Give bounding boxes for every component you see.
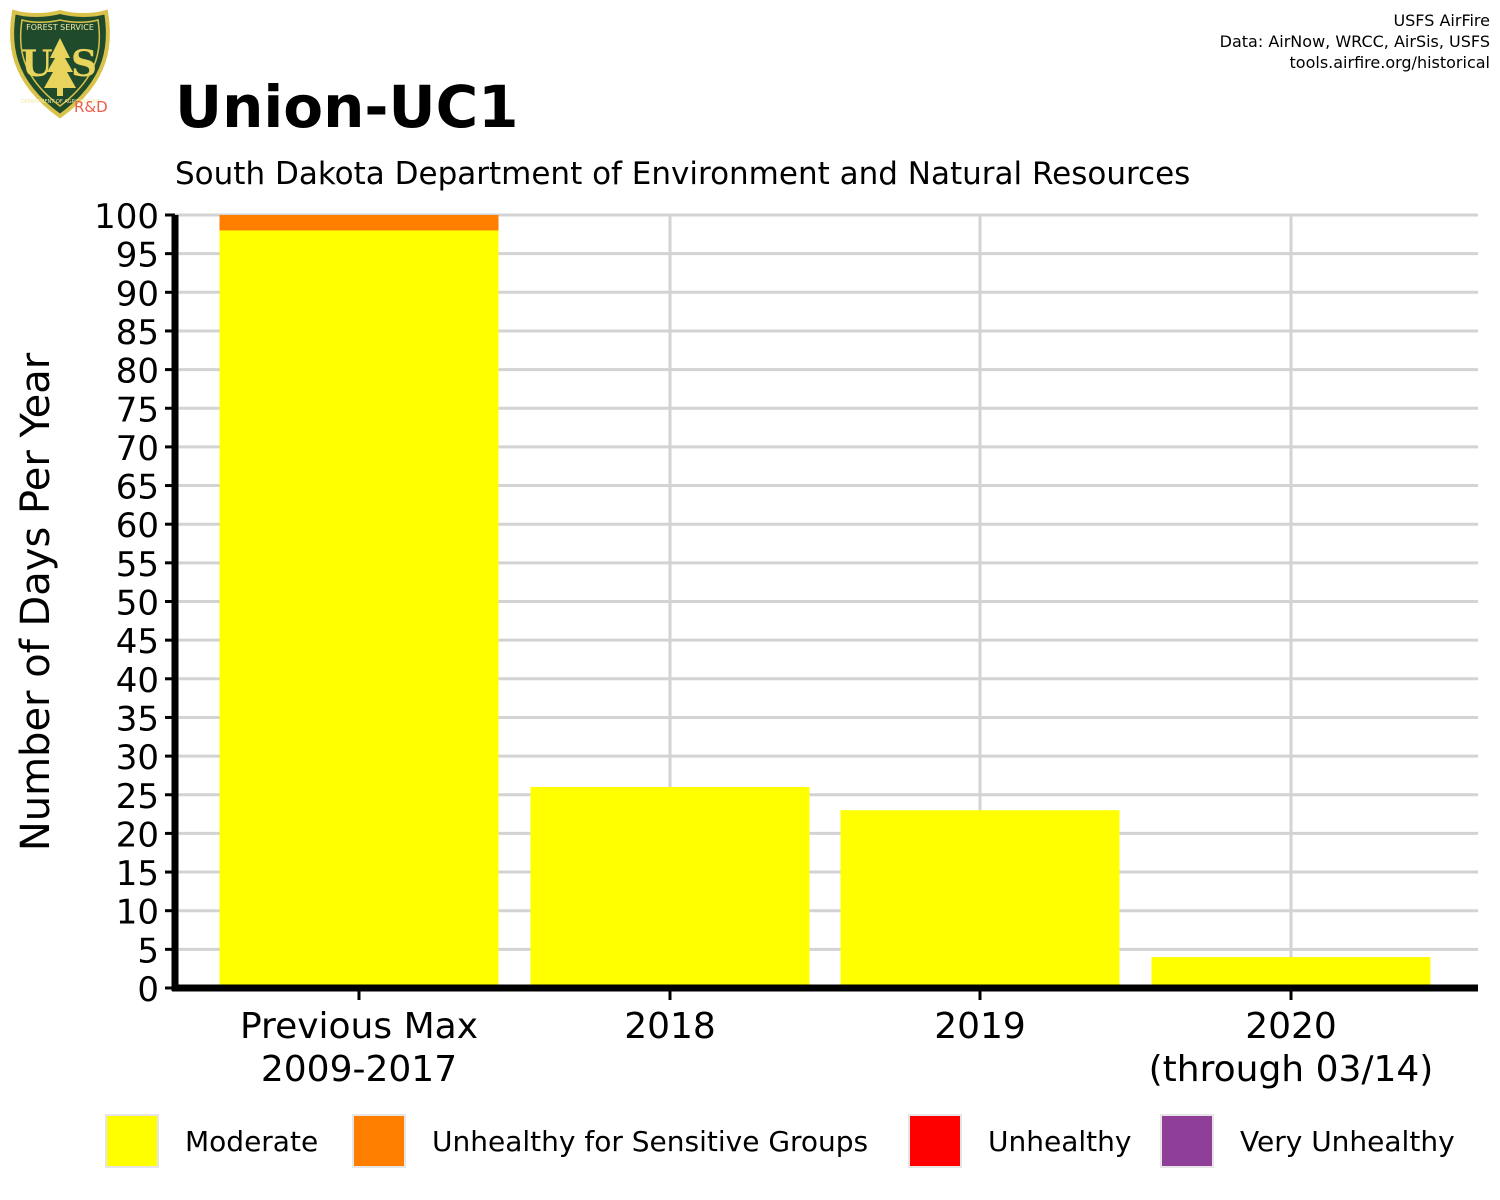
bar-chart: 0510152025303540455055606570758085909510… [94,197,1478,1090]
y-tick-label: 90 [116,274,159,314]
y-tick-label: 50 [116,584,159,624]
logo-bottom-text: DEPARTMENT OF AGRICULTURE [21,99,99,105]
legend-swatch-usg [352,1114,406,1168]
y-tick-label: 75 [116,390,159,430]
credit-line: tools.airfire.org/historical [1289,53,1490,72]
legend-label: Very Unhealthy [1240,1124,1455,1158]
legend-item-very-unhealthy: Very Unhealthy [1160,1112,1455,1170]
legend-label: Unhealthy for Sensitive Groups [432,1124,869,1158]
legend-swatch-very-unhealthy [1160,1114,1214,1168]
legend: Moderate Unhealthy for Sensitive Groups … [105,1112,1495,1172]
y-tick-label: 95 [116,236,159,276]
y-tick-label: 25 [116,777,159,817]
y-tick-label: 80 [116,352,159,392]
chart-title: Union-UC1 [175,73,519,141]
bar-segment [530,787,810,988]
bar-segment [1151,957,1431,988]
logo-letter-s: S [71,43,97,85]
y-tick-label: 85 [116,313,159,353]
y-tick-label: 30 [116,738,159,778]
y-tick-label: 55 [116,545,159,585]
y-tick-label: 10 [116,893,159,933]
usfs-shield-icon: FOREST SERVICE U S DEPARTMENT OF AGRICUL… [10,9,110,119]
bar-segment [840,810,1120,988]
y-tick-label: 100 [94,197,159,237]
x-tick-label: Previous Max [240,1006,478,1047]
x-tick-label: (through 03/14) [1149,1049,1434,1090]
legend-item-usg: Unhealthy for Sensitive Groups [352,1112,868,1170]
logo-top-text: FOREST SERVICE [26,23,94,32]
bar-segment [219,215,499,231]
y-tick-label: 15 [116,854,159,894]
y-tick-label: 40 [116,661,159,701]
chart-subtitle: South Dakota Department of Environment a… [175,156,1191,192]
y-tick-label: 20 [116,815,159,855]
y-tick-label: 70 [116,429,159,469]
legend-label: Unhealthy [988,1124,1132,1158]
y-tick-label: 45 [116,622,159,662]
legend-swatch-unhealthy [908,1114,962,1168]
y-tick-label: 65 [116,468,159,508]
logo-letter-u: U [21,43,52,85]
legend-item-unhealthy: Unhealthy [908,1112,1131,1170]
y-tick-label: 0 [137,970,159,1010]
legend-label: Moderate [185,1124,319,1158]
x-tick-label: 2009-2017 [261,1049,457,1090]
credit-line: Data: AirNow, WRCC, AirSis, USFS [1219,32,1490,51]
legend-item-moderate: Moderate [105,1112,318,1170]
tree-icon [44,38,76,96]
y-tick-label: 5 [137,931,159,971]
x-tick-label: 2019 [934,1006,1026,1047]
credits: USFS AirFire Data: AirNow, WRCC, AirSis,… [1220,10,1490,73]
rd-label: R&D [74,98,108,116]
bar-segment [219,230,499,988]
x-tick-label: 2018 [624,1006,716,1047]
x-tick-label: 2020 [1245,1006,1337,1047]
credit-line: USFS AirFire [1393,11,1490,30]
y-tick-label: 35 [116,699,159,739]
y-tick-label: 60 [116,506,159,546]
legend-swatch-moderate [105,1114,159,1168]
